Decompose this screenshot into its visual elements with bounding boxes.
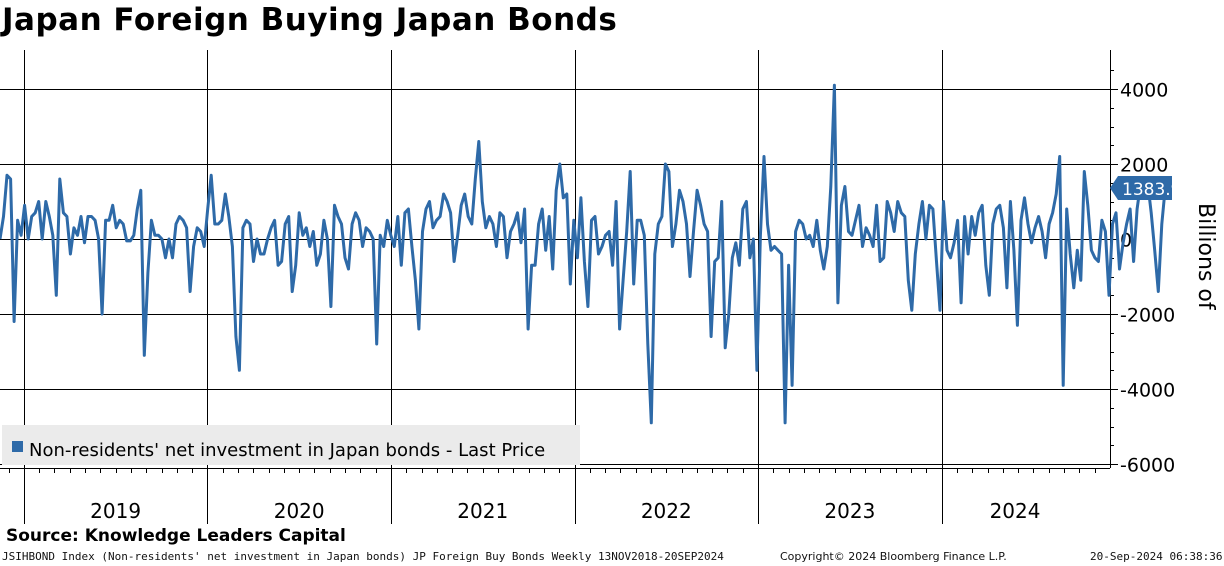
y-axis-label: Billions of — [1193, 203, 1218, 311]
x-tick-label: 2021 — [457, 499, 508, 523]
footer-timestamp: 20-Sep-2024 06:38:36 — [1090, 550, 1223, 563]
footer-copyright: Copyright© 2024 Bloomberg Finance L.P. — [780, 550, 1007, 563]
x-tick-label: 2022 — [641, 499, 692, 523]
y-tick-label: -6000 — [1120, 455, 1175, 477]
y-tick-label: -4000 — [1120, 380, 1175, 402]
x-axis: 2019 2020 2021 2022 2023 2024 — [9, 468, 1096, 523]
source-note: Source: Knowledge Leaders Capital — [6, 526, 346, 546]
y-tick-label: 4000 — [1120, 80, 1168, 102]
legend-label: Non-residents' net investment in Japan b… — [29, 440, 545, 461]
last-value-marker — [1110, 176, 1172, 200]
x-tick-label: 2020 — [274, 499, 325, 523]
legend-swatch — [12, 441, 23, 452]
legend: Non-residents' net investment in Japan b… — [2, 425, 580, 465]
last-value-label: 1383.9 — [1122, 180, 1181, 200]
series-layer — [0, 83, 1167, 425]
chart-title: Japan Foreign Buying Japan Bonds — [2, 2, 618, 38]
x-tick-label: 2024 — [990, 499, 1041, 523]
y-tick-label: 2000 — [1120, 155, 1168, 177]
x-tick-label: 2019 — [90, 499, 141, 523]
legend-background — [2, 425, 580, 465]
series-line — [0, 83, 1167, 425]
x-tick-label: 2023 — [824, 499, 875, 523]
footer-index-description: JSIHBOND Index (Non-residents' net inves… — [2, 550, 724, 563]
y-tick-label: -2000 — [1120, 305, 1175, 327]
last-value-badge: 1383.9 — [1110, 176, 1181, 200]
